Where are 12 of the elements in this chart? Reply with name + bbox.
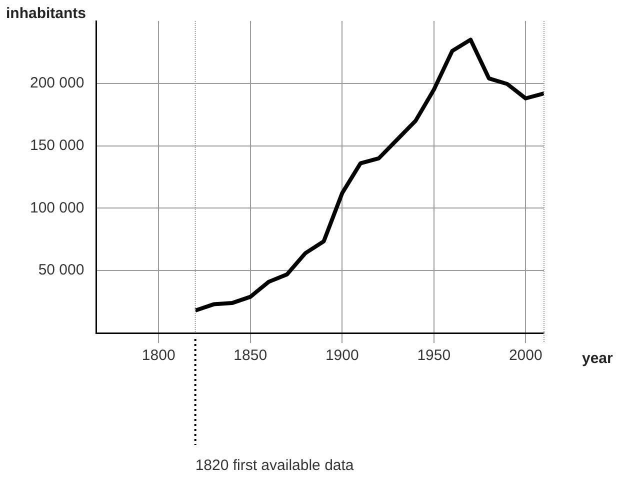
x-tick-label: 1950 [417, 347, 451, 364]
ref-line-label: 1820 first available data [195, 457, 354, 474]
y-tick-label: 150 000 [30, 136, 84, 154]
x-tick-label: 1800 [142, 347, 176, 364]
x-tick-label: 1850 [234, 347, 268, 364]
y-tick-label: 50 000 [38, 262, 84, 279]
x-tick-label: 2000 [508, 347, 542, 364]
y-tick-label: 100 000 [30, 199, 84, 216]
x-axis-title: year [582, 350, 614, 368]
x-tick-label: 1900 [325, 347, 359, 364]
y-tick-label: 200 000 [30, 74, 84, 92]
y-axis-title: inhabitants [6, 5, 86, 22]
